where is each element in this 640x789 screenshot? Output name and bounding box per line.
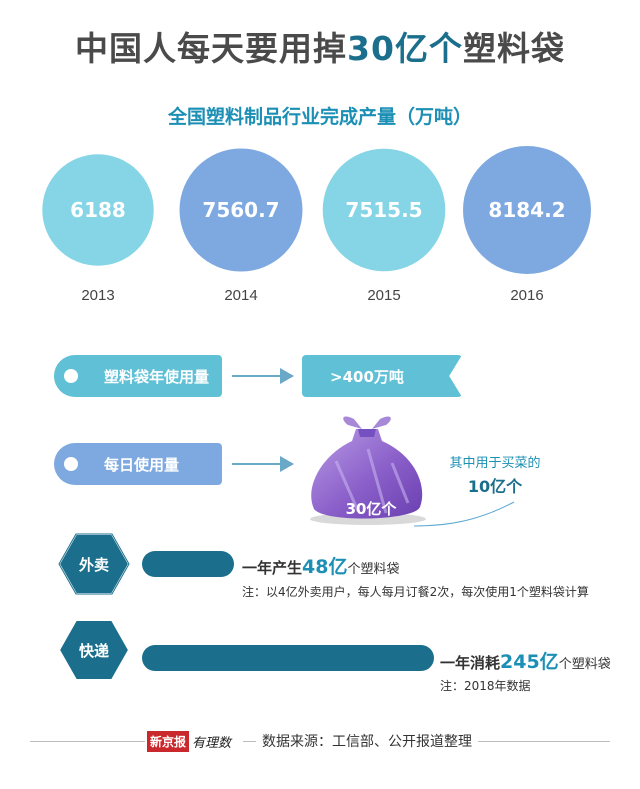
takeout-label: 外卖 [78,556,109,574]
logo-script: 有理数 [192,735,232,751]
hexagon-icon [58,619,130,681]
bullet-dot-icon [64,457,78,471]
annual-usage-value-pill: >400万吨 [302,355,462,397]
daily-usage-label: 每日使用量 [104,455,180,474]
bubble-2013 [42,154,154,266]
takeout-stat-prefix: 一年产生 [242,559,303,577]
takeout-stat-suffix: 个塑料袋 [347,562,400,577]
bubble-2015 [322,148,446,272]
grocery-annotation-text: 其中用于买菜的 [449,456,541,471]
hexagon-icon [58,533,130,595]
year-tick-label: 2016 [510,287,543,304]
title-prefix: 中国人每天要用掉 [75,29,348,68]
annual-usage-pill: 塑料袋年使用量 [54,355,222,397]
logo-red-block: 新京报 [147,730,190,752]
express-label: 快递 [78,642,109,660]
daily-usage-pill: 每日使用量 [54,443,222,485]
year-tick-label: 2014 [224,287,257,304]
express-stat-prefix: 一年消耗 [440,654,501,672]
year-tick-label: 2013 [81,287,114,304]
bubble-2014 [179,148,303,272]
plastic-bag-icon [310,416,426,525]
year-tick-label: 2015 [367,287,400,304]
takeout-stat-value: 48亿 [302,556,348,578]
arrow-right-icon [232,368,294,384]
annual-usage-label: 塑料袋年使用量 [104,367,210,386]
express-bar [142,645,434,671]
annotation-leader-line [413,501,515,527]
annual-usage-value: >400万吨 [330,367,404,386]
express-note: 注：2018年数据 [440,679,531,693]
bubble-value-label: 7560.7 [202,198,279,222]
arrow-right-icon [232,456,294,472]
bubble-value-label: 7515.5 [345,198,422,222]
takeout-stat: 一年产生48亿个塑料袋 [242,552,399,579]
publisher-logo: 新京报 有理数 [145,729,243,753]
daily-usage-value: 30亿个 [345,500,397,518]
bubble-2016 [463,146,591,274]
express-stat: 一年消耗245亿个塑料袋 [440,647,611,674]
express-stat-value: 245亿 [500,651,559,673]
express-stat-suffix: 个塑料袋 [558,657,611,672]
bubble-value-label: 6188 [70,198,126,222]
chart-title: 全国塑料制品行业完成产量（万吨） [167,106,472,128]
grocery-annotation: 其中用于买菜的 10亿个 [430,452,560,497]
grocery-annotation-value: 10亿个 [467,477,523,496]
page-title: 中国人每天要用掉30亿个塑料袋 [0,22,640,70]
bullet-dot-icon [64,369,78,383]
bubble-value-label: 8184.2 [488,198,565,222]
takeout-note: 注：以4亿外卖用户，每人每月订餐2次，每次使用1个塑料袋计算 [242,585,589,599]
title-suffix: 塑料袋 [462,29,565,68]
data-source: 数据来源：工信部、公开报道整理 [256,731,478,751]
takeout-bar [142,551,234,577]
title-highlight: 30亿个 [347,29,463,68]
